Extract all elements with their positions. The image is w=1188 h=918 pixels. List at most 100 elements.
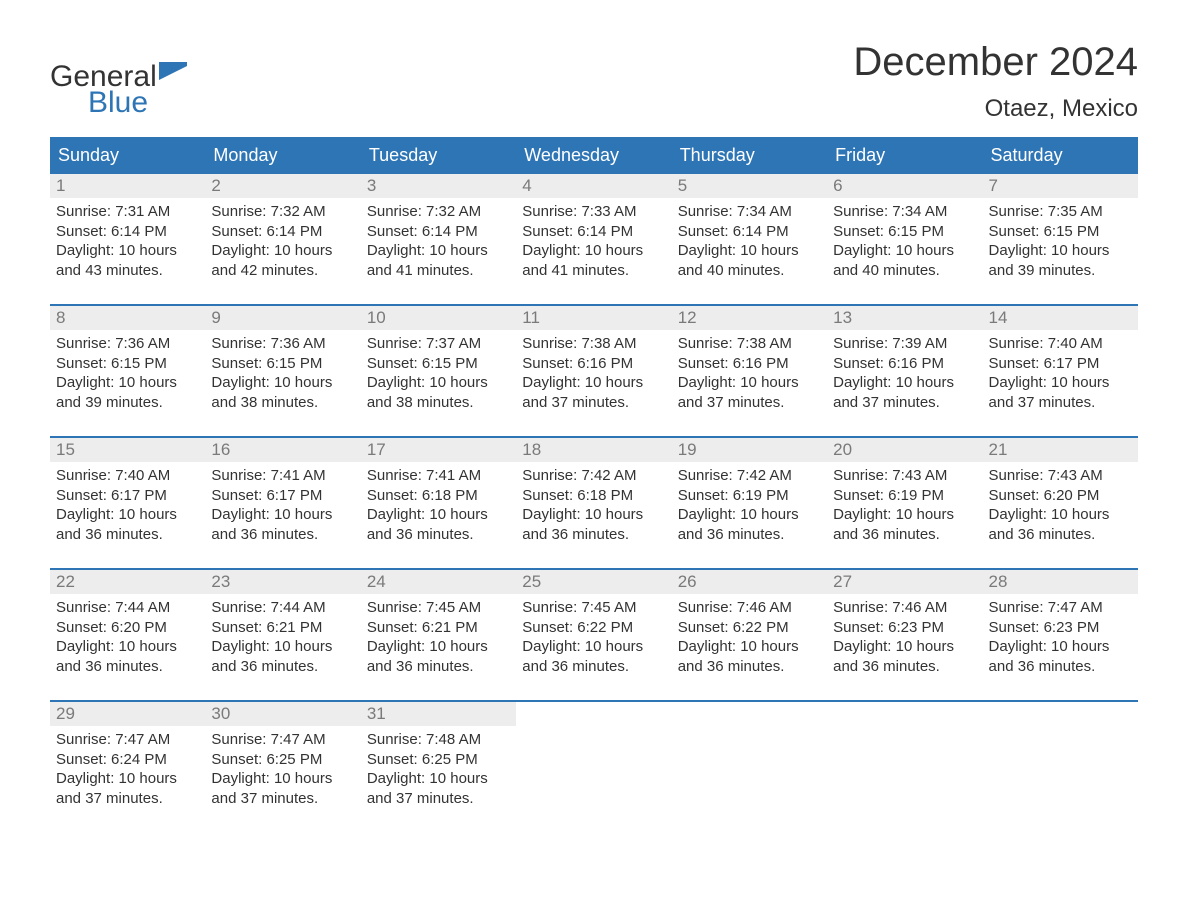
daylight-text-2: and 37 minutes. — [989, 393, 1132, 413]
daylight-text: Daylight: 10 hours — [211, 769, 354, 789]
sunset-text: Sunset: 6:16 PM — [678, 354, 821, 374]
sunrise-text: Sunrise: 7:39 AM — [833, 334, 976, 354]
sunrise-text: Sunrise: 7:35 AM — [989, 202, 1132, 222]
sunset-text: Sunset: 6:25 PM — [367, 750, 510, 770]
sunrise-text: Sunrise: 7:36 AM — [211, 334, 354, 354]
daylight-text: Daylight: 10 hours — [367, 769, 510, 789]
day-number: 6 — [827, 174, 982, 198]
daylight-text: Daylight: 10 hours — [522, 505, 665, 525]
day-number: 28 — [983, 570, 1138, 594]
daylight-text: Daylight: 10 hours — [678, 505, 821, 525]
day-cell: 2Sunrise: 7:32 AMSunset: 6:14 PMDaylight… — [205, 174, 360, 286]
day-number: 12 — [672, 306, 827, 330]
daylight-text: Daylight: 10 hours — [522, 241, 665, 261]
day-cell — [983, 702, 1138, 814]
daylight-text-2: and 36 minutes. — [678, 525, 821, 545]
sunrise-text: Sunrise: 7:40 AM — [56, 466, 199, 486]
day-cell — [672, 702, 827, 814]
day-number: 4 — [516, 174, 671, 198]
daylight-text: Daylight: 10 hours — [833, 505, 976, 525]
day-number: 18 — [516, 438, 671, 462]
day-cell: 3Sunrise: 7:32 AMSunset: 6:14 PMDaylight… — [361, 174, 516, 286]
day-cell: 22Sunrise: 7:44 AMSunset: 6:20 PMDayligh… — [50, 570, 205, 682]
daylight-text-2: and 39 minutes. — [56, 393, 199, 413]
day-number: 3 — [361, 174, 516, 198]
daylight-text-2: and 36 minutes. — [211, 525, 354, 545]
day-cell: 1Sunrise: 7:31 AMSunset: 6:14 PMDaylight… — [50, 174, 205, 286]
day-cell: 19Sunrise: 7:42 AMSunset: 6:19 PMDayligh… — [672, 438, 827, 550]
day-cell: 5Sunrise: 7:34 AMSunset: 6:14 PMDaylight… — [672, 174, 827, 286]
daylight-text: Daylight: 10 hours — [367, 637, 510, 657]
sunset-text: Sunset: 6:18 PM — [522, 486, 665, 506]
sunrise-text: Sunrise: 7:38 AM — [522, 334, 665, 354]
day-body: Sunrise: 7:40 AMSunset: 6:17 PMDaylight:… — [50, 462, 205, 550]
day-body: Sunrise: 7:43 AMSunset: 6:19 PMDaylight:… — [827, 462, 982, 550]
day-number: 21 — [983, 438, 1138, 462]
daylight-text-2: and 37 minutes. — [833, 393, 976, 413]
day-cell: 9Sunrise: 7:36 AMSunset: 6:15 PMDaylight… — [205, 306, 360, 418]
sunrise-text: Sunrise: 7:47 AM — [56, 730, 199, 750]
day-body: Sunrise: 7:46 AMSunset: 6:23 PMDaylight:… — [827, 594, 982, 682]
daylight-text-2: and 36 minutes. — [678, 657, 821, 677]
day-body: Sunrise: 7:37 AMSunset: 6:15 PMDaylight:… — [361, 330, 516, 418]
day-cell: 23Sunrise: 7:44 AMSunset: 6:21 PMDayligh… — [205, 570, 360, 682]
day-cell: 16Sunrise: 7:41 AMSunset: 6:17 PMDayligh… — [205, 438, 360, 550]
day-body: Sunrise: 7:38 AMSunset: 6:16 PMDaylight:… — [516, 330, 671, 418]
sunset-text: Sunset: 6:22 PM — [522, 618, 665, 638]
sunset-text: Sunset: 6:15 PM — [833, 222, 976, 242]
daylight-text: Daylight: 10 hours — [989, 505, 1132, 525]
sunrise-text: Sunrise: 7:48 AM — [367, 730, 510, 750]
sunrise-text: Sunrise: 7:44 AM — [56, 598, 199, 618]
day-cell: 20Sunrise: 7:43 AMSunset: 6:19 PMDayligh… — [827, 438, 982, 550]
sunset-text: Sunset: 6:14 PM — [678, 222, 821, 242]
day-body: Sunrise: 7:45 AMSunset: 6:22 PMDaylight:… — [516, 594, 671, 682]
day-body: Sunrise: 7:36 AMSunset: 6:15 PMDaylight:… — [205, 330, 360, 418]
brand-logo: General Blue — [50, 40, 187, 120]
day-cell: 6Sunrise: 7:34 AMSunset: 6:15 PMDaylight… — [827, 174, 982, 286]
daylight-text: Daylight: 10 hours — [211, 637, 354, 657]
day-body: Sunrise: 7:46 AMSunset: 6:22 PMDaylight:… — [672, 594, 827, 682]
brand-word-2: Blue — [88, 86, 148, 120]
day-number: 16 — [205, 438, 360, 462]
day-number: 2 — [205, 174, 360, 198]
sunrise-text: Sunrise: 7:43 AM — [989, 466, 1132, 486]
day-cell — [516, 702, 671, 814]
daylight-text-2: and 36 minutes. — [522, 657, 665, 677]
day-number: 23 — [205, 570, 360, 594]
sunset-text: Sunset: 6:17 PM — [56, 486, 199, 506]
daylight-text-2: and 36 minutes. — [211, 657, 354, 677]
day-header-row: SundayMondayTuesdayWednesdayThursdayFrid… — [50, 137, 1138, 172]
day-body: Sunrise: 7:34 AMSunset: 6:15 PMDaylight:… — [827, 198, 982, 286]
day-body: Sunrise: 7:41 AMSunset: 6:18 PMDaylight:… — [361, 462, 516, 550]
day-cell: 28Sunrise: 7:47 AMSunset: 6:23 PMDayligh… — [983, 570, 1138, 682]
daylight-text: Daylight: 10 hours — [56, 373, 199, 393]
day-number: 9 — [205, 306, 360, 330]
day-header: Thursday — [672, 139, 827, 172]
day-header: Monday — [205, 139, 360, 172]
sunset-text: Sunset: 6:21 PM — [367, 618, 510, 638]
sunrise-text: Sunrise: 7:47 AM — [989, 598, 1132, 618]
day-header: Sunday — [50, 139, 205, 172]
day-cell: 31Sunrise: 7:48 AMSunset: 6:25 PMDayligh… — [361, 702, 516, 814]
header: General Blue December 2024 Otaez, Mexico — [50, 40, 1138, 123]
day-body: Sunrise: 7:41 AMSunset: 6:17 PMDaylight:… — [205, 462, 360, 550]
day-number: 17 — [361, 438, 516, 462]
day-cell: 26Sunrise: 7:46 AMSunset: 6:22 PMDayligh… — [672, 570, 827, 682]
day-number: 22 — [50, 570, 205, 594]
day-number: 14 — [983, 306, 1138, 330]
sunset-text: Sunset: 6:20 PM — [989, 486, 1132, 506]
sunrise-text: Sunrise: 7:42 AM — [678, 466, 821, 486]
sunrise-text: Sunrise: 7:36 AM — [56, 334, 199, 354]
day-number: 13 — [827, 306, 982, 330]
daylight-text: Daylight: 10 hours — [522, 637, 665, 657]
sunrise-text: Sunrise: 7:33 AM — [522, 202, 665, 222]
daylight-text-2: and 41 minutes. — [522, 261, 665, 281]
day-number: 20 — [827, 438, 982, 462]
daylight-text-2: and 36 minutes. — [522, 525, 665, 545]
daylight-text: Daylight: 10 hours — [678, 241, 821, 261]
week-row: 15Sunrise: 7:40 AMSunset: 6:17 PMDayligh… — [50, 436, 1138, 550]
day-cell: 17Sunrise: 7:41 AMSunset: 6:18 PMDayligh… — [361, 438, 516, 550]
sunrise-text: Sunrise: 7:37 AM — [367, 334, 510, 354]
sunset-text: Sunset: 6:14 PM — [522, 222, 665, 242]
day-cell: 13Sunrise: 7:39 AMSunset: 6:16 PMDayligh… — [827, 306, 982, 418]
